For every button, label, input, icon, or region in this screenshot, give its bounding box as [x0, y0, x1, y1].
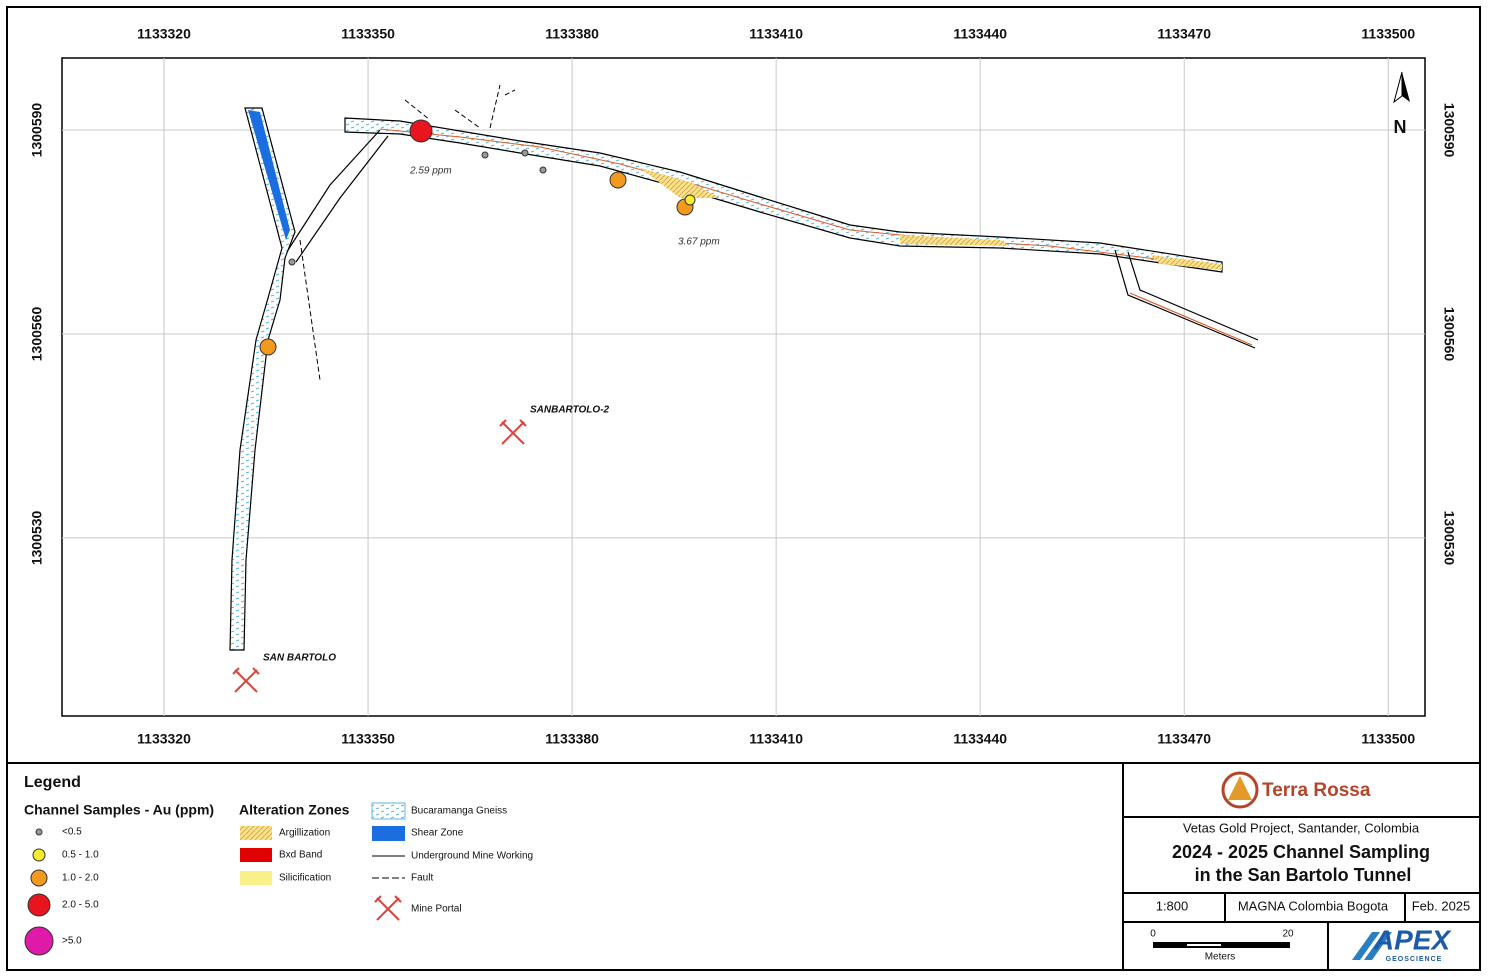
x-tick-label: 1133410	[749, 731, 803, 747]
sample-point	[409, 119, 433, 143]
legend-group-title: Alteration Zones	[239, 802, 350, 818]
map-scale: 1:800	[1156, 898, 1189, 913]
y-tick-label: 1300530	[29, 510, 45, 565]
legend-item: Fault	[411, 873, 433, 884]
legend-item: >5.0	[62, 936, 82, 947]
x-tick-label: 1133380	[545, 731, 599, 747]
datum: MAGNA Colombia Bogota	[1238, 898, 1389, 913]
outer-border	[6, 6, 1481, 971]
legend-item: Bxd Band	[279, 850, 322, 861]
legend-item: Argillization	[279, 828, 330, 839]
annotation: 3.67 ppm	[678, 237, 720, 248]
portal-label: SAN BARTOLO	[263, 653, 336, 664]
logo-tagline: GEOSCIENCE	[1386, 956, 1443, 963]
project-name: Vetas Gold Project, Santander, Colombia	[1183, 820, 1420, 835]
tunnel-workings	[229, 84, 1259, 651]
sample-point	[288, 258, 296, 266]
map-frame	[61, 57, 1426, 717]
north-arrow: N	[1393, 71, 1410, 137]
x-tick-label: 1133350	[341, 26, 395, 42]
x-tick-label: 1133500	[1361, 731, 1415, 747]
y-tick-label: 1300560	[29, 307, 45, 362]
sample-point	[259, 338, 277, 356]
scale-bar-label: 20	[1282, 929, 1294, 940]
legend-item: 0.5 - 1.0	[62, 850, 99, 861]
x-tick-label: 1133470	[1157, 731, 1211, 747]
sample-point	[481, 151, 489, 159]
portal-label: SANBARTOLO-2	[530, 405, 610, 416]
map-date: Feb. 2025	[1412, 898, 1471, 913]
legend-item: Bucaramanga Gneiss	[411, 806, 507, 817]
x-tick-label: 1133380	[545, 26, 599, 42]
legend-item: Mine Portal	[411, 904, 462, 915]
x-tick-label: 1133440	[953, 26, 1007, 42]
y-tick-label: 1300530	[1441, 511, 1457, 566]
annotation: 2.59 ppm	[409, 166, 452, 177]
x-tick-label: 1133410	[749, 26, 803, 42]
tick-labels: 1133320 1133320 1133350 1133350 1133380 11333…	[29, 26, 1458, 747]
x-tick-label: 1133320	[137, 26, 191, 42]
legend-item: Shear Zone	[411, 828, 464, 839]
x-tick-label: 1133350	[341, 731, 395, 747]
legend-title: Legend	[24, 774, 81, 791]
y-tick-label: 1300560	[1441, 307, 1457, 362]
company-name: Terra Rossa	[1262, 780, 1371, 801]
scale-bar-unit: Meters	[1205, 952, 1236, 963]
legend-item: 1.0 - 2.0	[62, 873, 99, 884]
north-label: N	[1394, 117, 1407, 137]
y-tick-label: 1300590	[1441, 103, 1457, 158]
sample-point	[539, 166, 547, 174]
legend-item: <0.5	[62, 827, 82, 838]
map-title: 2024 - 2025 Channel Sampling	[1172, 842, 1430, 862]
legend-item: Silicification	[279, 873, 331, 884]
y-tick-label: 1300590	[29, 103, 45, 158]
logo-name: APEX	[1373, 924, 1453, 955]
sample-point	[521, 149, 529, 157]
x-tick-label: 1133470	[1157, 26, 1211, 42]
legend-item: Underground Mine Working	[411, 851, 533, 862]
sample-point	[609, 171, 627, 189]
map-title: in the San Bartolo Tunnel	[1195, 865, 1412, 885]
x-tick-label: 1133440	[953, 731, 1007, 747]
x-tick-label: 1133320	[137, 731, 191, 747]
x-tick-label: 1133500	[1361, 26, 1415, 42]
scale-bar-label: 0	[1150, 929, 1156, 940]
channel-samples	[259, 119, 696, 356]
title-block: Terra Rossa Vetas Gold Project, Santande…	[1122, 763, 1480, 970]
sample-point	[684, 194, 696, 206]
mine-portal	[232, 419, 527, 693]
legend: Legend Channel Samples - Au (ppm) <0.5 0…	[24, 774, 533, 956]
legend-group-title: Channel Samples - Au (ppm)	[24, 802, 214, 818]
grid	[62, 58, 1425, 716]
legend-item: 2.0 - 5.0	[62, 900, 99, 911]
